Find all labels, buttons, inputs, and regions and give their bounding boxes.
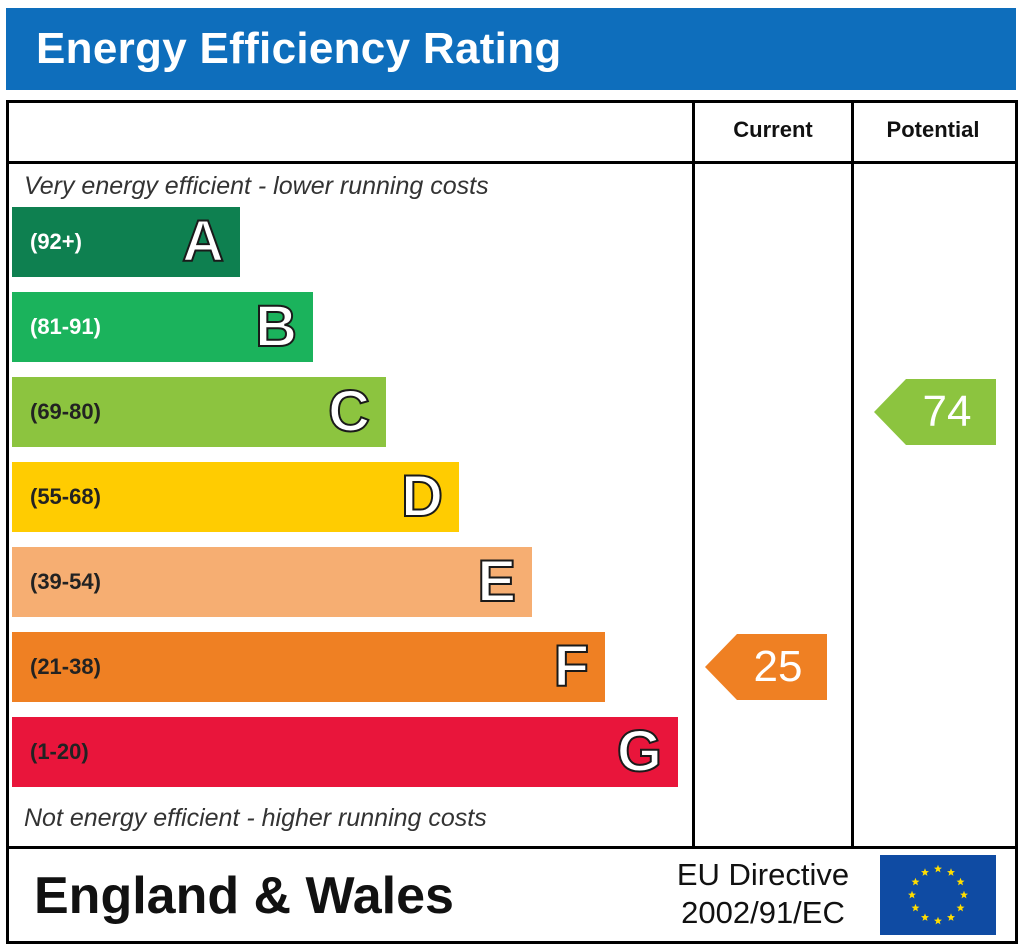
current-rating-value: 25 — [753, 642, 803, 691]
band-a-range: (92+) — [30, 229, 82, 254]
header-row-divider — [6, 161, 1015, 164]
column-current-header: Current — [733, 117, 813, 142]
current-rating-arrow: 25 — [705, 634, 827, 700]
band-g: (1-20) G — [12, 717, 678, 787]
header-bar: Energy Efficiency Rating — [6, 8, 1016, 90]
chart-title: Energy Efficiency Rating — [36, 24, 562, 73]
potential-rating-arrow: 74 — [874, 379, 996, 445]
band-f: (21-38) F — [12, 632, 605, 702]
eu-star-icon — [947, 868, 955, 876]
current-rating-arrow-shape — [705, 634, 827, 700]
band-g-letter: G — [616, 719, 663, 784]
eu-star-icon — [934, 864, 942, 873]
eu-star-icon — [934, 916, 942, 925]
eu-star-icon — [921, 868, 929, 876]
potential-rating-arrow-shape — [874, 379, 996, 445]
band-e-range: (39-54) — [30, 569, 101, 594]
eu-star-icon — [911, 903, 920, 912]
eu-star-icon — [956, 877, 965, 886]
column-potential-header: Potential — [886, 117, 980, 142]
band-b: (81-91) B — [12, 292, 313, 362]
band-d-range: (55-68) — [30, 484, 101, 509]
top-caption: Very energy efficient - lower running co… — [24, 172, 489, 200]
band-f-letter: F — [553, 634, 590, 699]
eu-star-icon — [947, 913, 955, 921]
band-c: (69-80) C — [12, 377, 386, 447]
band-a-letter: A — [181, 209, 225, 274]
bottom-caption: Not energy efficient - higher running co… — [24, 804, 487, 832]
band-c-range: (69-80) — [30, 399, 101, 424]
region-label: England & Wales — [34, 867, 454, 925]
eu-directive-line1: EU Directive — [676, 857, 850, 892]
eu-star-icon — [911, 877, 920, 886]
eu-star-icon — [960, 890, 968, 899]
band-f-range: (21-38) — [30, 654, 101, 679]
footer-divider — [6, 846, 1015, 849]
divider-potential — [851, 100, 854, 848]
band-e: (39-54) E — [12, 547, 532, 617]
divider-current — [692, 100, 695, 848]
eu-directive: EU Directive 2002/91/EC — [660, 856, 866, 932]
band-e-letter: E — [476, 549, 517, 614]
band-c-letter: C — [327, 379, 371, 444]
band-a: (92+) A — [12, 207, 240, 277]
band-b-letter: B — [254, 294, 298, 359]
eu-flag-icon — [880, 855, 996, 940]
band-d-letter: D — [400, 464, 444, 529]
band-d: (55-68) D — [12, 462, 459, 532]
eu-directive-line2: 2002/91/EC — [681, 895, 845, 930]
rating-frame — [6, 100, 1018, 944]
band-g-range: (1-20) — [30, 739, 89, 764]
eu-star-icon — [908, 890, 916, 899]
eu-star-icon — [921, 913, 929, 921]
band-b-range: (81-91) — [30, 314, 101, 339]
potential-rating-value: 74 — [922, 387, 972, 436]
eu-star-icon — [956, 903, 965, 912]
